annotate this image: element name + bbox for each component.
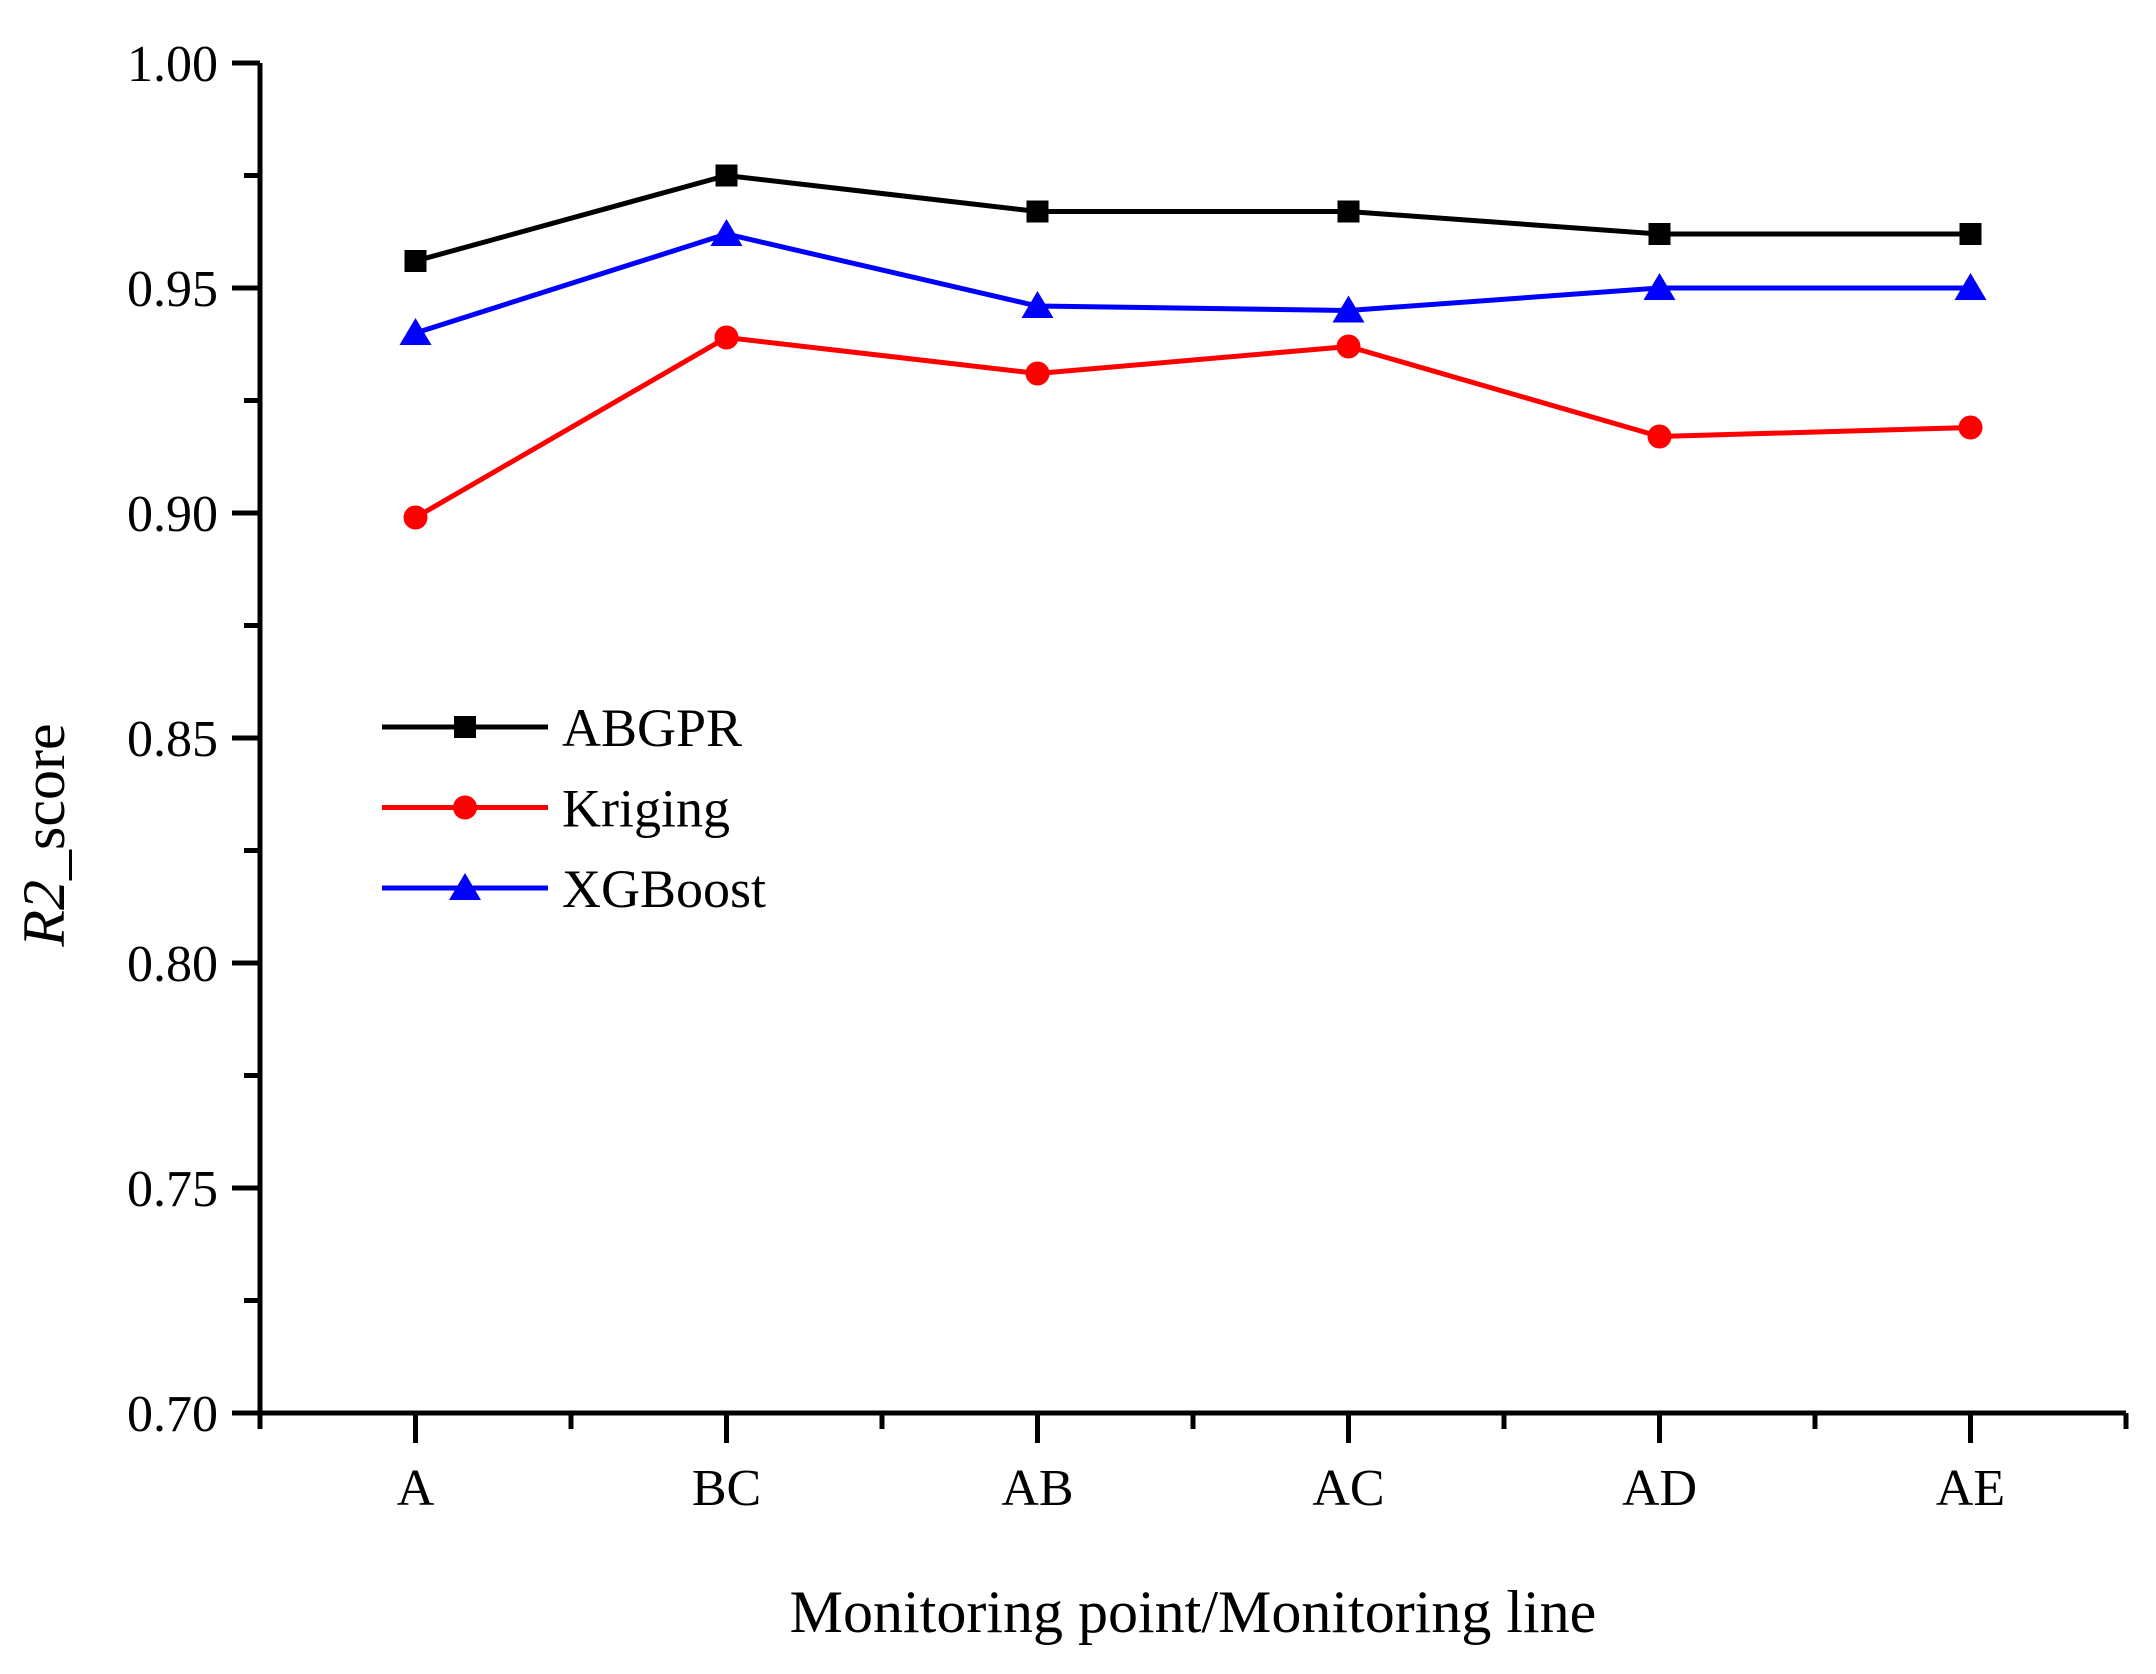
data-point-marker xyxy=(1021,291,1054,318)
data-point-marker xyxy=(1332,295,1365,323)
data-point-marker xyxy=(1954,273,1987,300)
series-Kriging xyxy=(403,325,1983,530)
legend-item-label: ABGPR xyxy=(562,698,742,758)
data-point-marker xyxy=(1026,200,1049,223)
y-tick-label: 0.90 xyxy=(127,486,218,543)
y-tick-label: 0.85 xyxy=(127,711,218,768)
data-point-marker xyxy=(1336,334,1361,359)
legend-item-ABGPR: ABGPR xyxy=(382,698,742,758)
data-point-marker xyxy=(399,318,432,345)
data-point-marker xyxy=(715,164,738,187)
legend-item-Kriging: Kriging xyxy=(382,778,730,838)
series-ABGPR xyxy=(404,164,1982,272)
legend-marker xyxy=(453,795,477,820)
x-tick-label: AE xyxy=(1936,1460,2005,1517)
legend-item-label: Kriging xyxy=(562,778,730,838)
x-tick-label: AB xyxy=(1001,1460,1073,1517)
y-tick-label: 0.80 xyxy=(127,936,218,993)
x-tick-label: A xyxy=(397,1460,435,1517)
data-point-marker xyxy=(1647,424,1672,449)
x-tick-label: BC xyxy=(692,1460,761,1517)
series-line xyxy=(414,172,1971,264)
data-point-marker xyxy=(1337,200,1360,223)
legend: ABGPR Kriging XGBoost xyxy=(382,698,766,919)
x-tick-label: AC xyxy=(1312,1460,1384,1517)
data-point-marker xyxy=(1959,223,1982,245)
y-tick-label: 1.00 xyxy=(127,36,218,93)
series-line xyxy=(414,334,1971,520)
series-line xyxy=(414,231,1971,336)
data-point-marker xyxy=(1958,415,1983,440)
legend-marker xyxy=(449,873,481,900)
legend-item-XGBoost: XGBoost xyxy=(382,859,766,919)
y-tick-label: 0.95 xyxy=(127,261,218,318)
legend-marker xyxy=(454,716,476,738)
data-point-marker xyxy=(714,325,739,350)
data-point-marker xyxy=(1643,273,1676,300)
series-XGBoost xyxy=(399,219,1987,345)
y-axis-title: R2_score xyxy=(11,723,77,947)
legend-item-label: XGBoost xyxy=(562,859,766,919)
data-point-marker xyxy=(1648,223,1671,245)
data-point-marker xyxy=(710,219,743,246)
x-tick-label: AD xyxy=(1622,1460,1697,1517)
data-point-marker xyxy=(403,505,428,530)
data-point-marker xyxy=(1025,361,1050,386)
y-tick-label: 0.70 xyxy=(127,1386,218,1443)
x-axis-title: Monitoring point/Monitoring line xyxy=(790,1579,1597,1645)
data-point-marker xyxy=(404,250,427,272)
y-tick-label: 0.75 xyxy=(127,1161,218,1218)
